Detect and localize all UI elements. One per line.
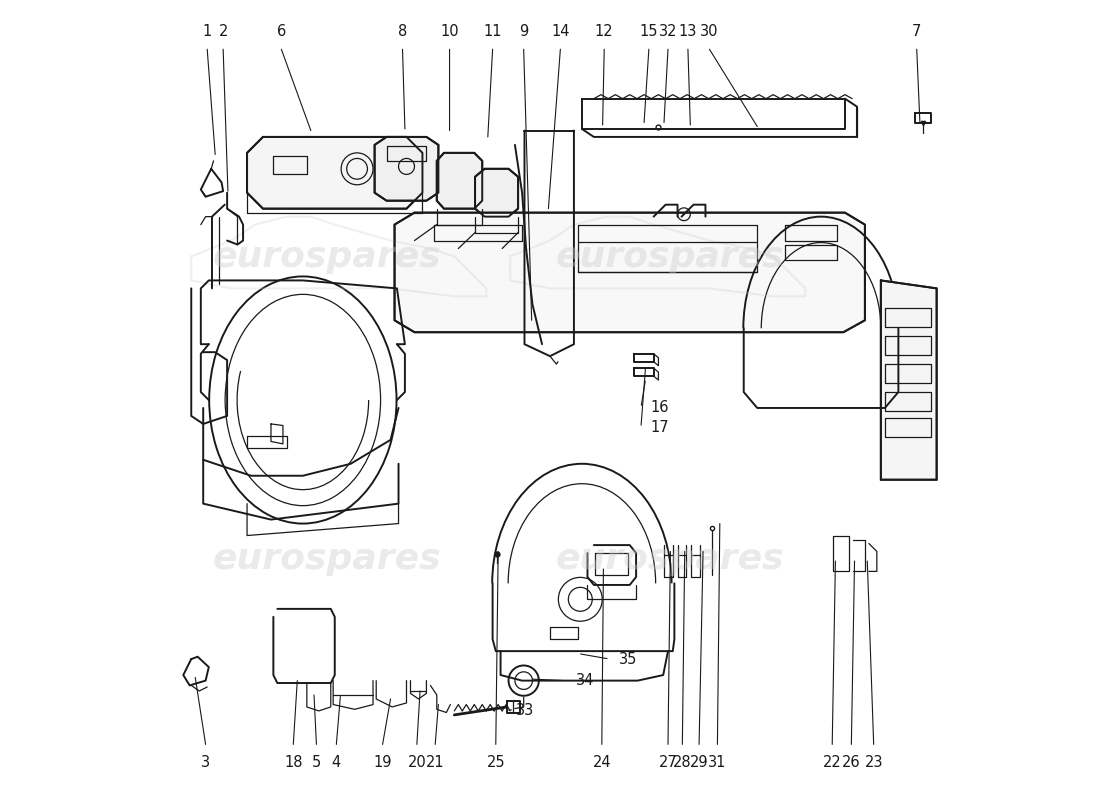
Text: 28: 28	[673, 754, 692, 770]
Text: 1: 1	[202, 24, 212, 39]
Text: 23: 23	[865, 754, 883, 770]
Text: 16: 16	[650, 401, 669, 415]
Text: 8: 8	[398, 24, 407, 39]
Text: 20: 20	[407, 754, 426, 770]
Text: 12: 12	[595, 24, 614, 39]
Text: 21: 21	[426, 754, 444, 770]
Text: 13: 13	[679, 24, 697, 39]
Text: 7: 7	[912, 24, 922, 39]
Text: eurospares: eurospares	[212, 239, 441, 274]
Text: 17: 17	[650, 421, 669, 435]
Text: 22: 22	[823, 754, 842, 770]
Text: eurospares: eurospares	[556, 542, 784, 577]
Text: 32: 32	[659, 24, 678, 39]
Text: 26: 26	[842, 754, 860, 770]
Text: 2: 2	[219, 24, 228, 39]
Text: 3: 3	[201, 754, 210, 770]
Text: 25: 25	[486, 754, 505, 770]
Text: 27: 27	[659, 754, 678, 770]
Polygon shape	[248, 137, 422, 209]
Text: 34: 34	[575, 673, 594, 688]
Polygon shape	[881, 281, 937, 480]
Polygon shape	[437, 153, 482, 209]
Text: 10: 10	[440, 24, 459, 39]
Text: 31: 31	[708, 754, 727, 770]
Text: 33: 33	[516, 703, 534, 718]
Text: eurospares: eurospares	[212, 542, 441, 577]
Text: 18: 18	[284, 754, 302, 770]
Text: 9: 9	[519, 24, 528, 39]
Text: 14: 14	[551, 24, 570, 39]
Text: 19: 19	[373, 754, 392, 770]
Text: 24: 24	[593, 754, 612, 770]
Text: 6: 6	[277, 24, 286, 39]
Text: 5: 5	[311, 754, 321, 770]
Text: 4: 4	[332, 754, 341, 770]
Polygon shape	[475, 169, 518, 217]
Text: 35: 35	[619, 651, 638, 666]
Text: eurospares: eurospares	[556, 239, 784, 274]
Text: 30: 30	[701, 24, 718, 39]
Text: 29: 29	[690, 754, 708, 770]
Polygon shape	[395, 213, 865, 332]
Text: 15: 15	[639, 24, 658, 39]
Text: 11: 11	[483, 24, 502, 39]
Polygon shape	[375, 137, 439, 201]
